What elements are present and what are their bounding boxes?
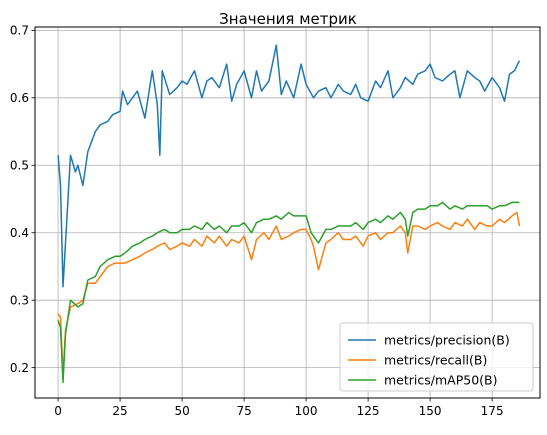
x-tick-label: 150 bbox=[419, 404, 442, 418]
legend-label-0: metrics/precision(B) bbox=[384, 333, 510, 348]
chart-title: Значения метрик bbox=[219, 10, 357, 28]
series-line-2 bbox=[57, 201, 520, 384]
y-tick-label: 0.6 bbox=[10, 91, 29, 105]
x-tick-label: 0 bbox=[54, 404, 62, 418]
legend-box bbox=[339, 322, 534, 392]
x-tick-label: 25 bbox=[112, 404, 127, 418]
y-tick-label: 0.5 bbox=[10, 159, 29, 173]
series-line-0 bbox=[57, 44, 521, 288]
x-tick-label: 175 bbox=[481, 404, 504, 418]
plot-frame bbox=[34, 26, 541, 399]
axis-ticks: 0 25 50 75 100 125 150 175 0.2 0.3 0.4 0.5 0.6 0.7 bbox=[10, 24, 504, 418]
y-tick-label: 0.2 bbox=[10, 361, 29, 375]
x-tick-label: 125 bbox=[357, 404, 380, 418]
grid bbox=[35, 27, 540, 398]
legend-label-1: metrics/recall(B) bbox=[384, 353, 487, 368]
x-tick-label: 100 bbox=[295, 404, 318, 418]
y-tick-label: 0.4 bbox=[10, 226, 29, 240]
legend: metrics/precision(B) metrics/recall(B) met… bbox=[339, 322, 534, 392]
x-tick-label: 50 bbox=[174, 404, 189, 418]
y-tick-label: 0.3 bbox=[10, 293, 29, 307]
x-tick-label: 75 bbox=[236, 404, 251, 418]
series-line-1 bbox=[57, 211, 521, 376]
y-tick-label: 0.7 bbox=[10, 24, 29, 38]
series-lines bbox=[57, 44, 521, 384]
legend-label-2: metrics/mAP50(B) bbox=[384, 373, 497, 388]
